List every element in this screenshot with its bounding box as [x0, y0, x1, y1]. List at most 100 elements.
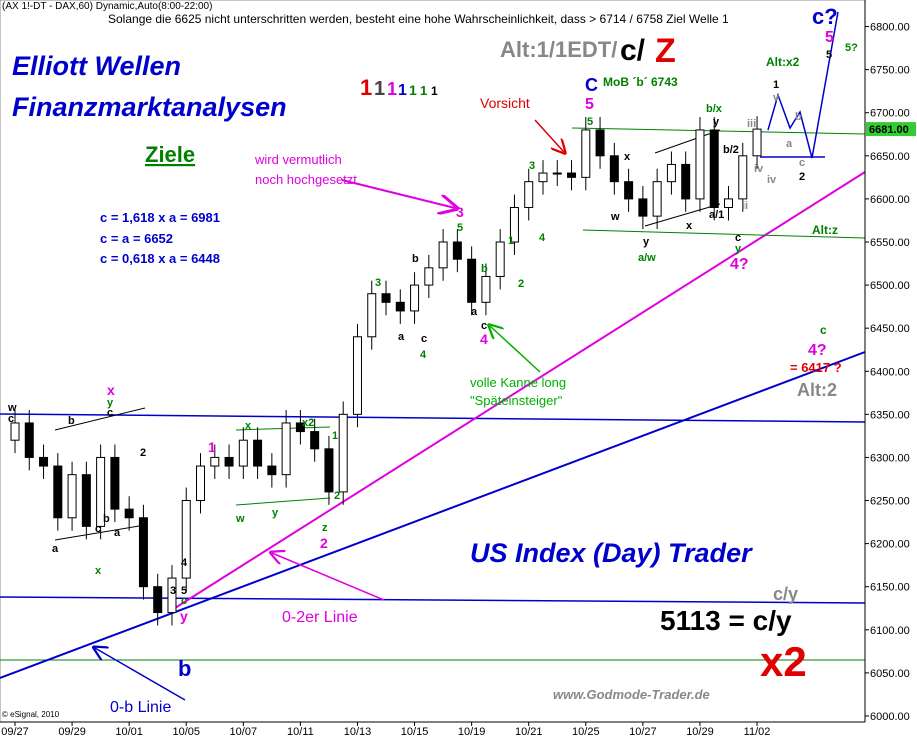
- annotation: 5: [457, 222, 463, 234]
- candle-body: [666, 163, 676, 183]
- x-tick-label: 09/27: [1, 726, 29, 738]
- annotation: 5113 = c/y: [660, 605, 792, 636]
- annotation: volle Kanne long: [470, 375, 566, 390]
- y-tick-label: 6150.00: [870, 582, 910, 594]
- candle-body: [581, 129, 591, 178]
- y-tick-label: 6500.00: [870, 280, 910, 292]
- annotation: b/2: [723, 144, 739, 156]
- candle-body: [352, 336, 362, 415]
- candle-body: [724, 198, 733, 209]
- candle-body: [10, 422, 20, 441]
- candle-body: [538, 172, 548, 183]
- candle-body: [253, 439, 263, 467]
- annotation: 2: [320, 535, 328, 551]
- annotation: 3: [170, 585, 176, 597]
- annotation: © eSignal, 2010: [2, 710, 60, 719]
- annotation: y: [180, 608, 188, 624]
- annotation: a/w: [638, 252, 656, 264]
- last-price-box: [866, 122, 916, 137]
- candle-body: [310, 431, 320, 450]
- annotation: w: [235, 513, 245, 525]
- annotation: 3: [529, 160, 535, 172]
- candle-body: [524, 181, 534, 209]
- annotation: 4: [181, 557, 188, 569]
- annotation: y: [713, 116, 720, 128]
- support-line: [0, 596, 866, 604]
- annotation: Ziele: [145, 142, 195, 167]
- candle-body: [281, 422, 291, 476]
- candle-body: [53, 465, 63, 519]
- y-tick-label: 6250.00: [870, 496, 910, 508]
- annotation: Elliott Wellen: [12, 51, 181, 81]
- y-tick-label: 6400.00: [870, 366, 910, 378]
- y-tick-label: 6750.00: [870, 65, 910, 77]
- annotation: 0-2er Linie: [282, 609, 358, 626]
- annotation: b: [795, 111, 802, 123]
- annotation: = 6417 ?: [790, 360, 842, 375]
- y-tick-label: 6600.00: [870, 194, 910, 206]
- annotation: Alt:2: [797, 380, 837, 400]
- annotation: b: [412, 253, 419, 265]
- support-line: [0, 413, 866, 423]
- y-tick-label: 6450.00: [870, 323, 910, 335]
- annotation: Solange die 6625 nicht unterschritten we…: [108, 12, 729, 26]
- annotation: 1: [508, 235, 514, 247]
- annotation: a: [52, 543, 59, 555]
- annotation: 1: [374, 78, 385, 100]
- annotation: 1: [387, 79, 397, 99]
- annotation: c = 0,618 x a = 6448: [100, 251, 220, 266]
- annotation: 2: [518, 278, 524, 290]
- annotation: noch hochgesetzt: [255, 172, 357, 187]
- annotation: w: [610, 211, 620, 223]
- arrow: [272, 553, 385, 601]
- candle-body: [509, 207, 519, 243]
- annotation: 5: [825, 29, 834, 46]
- annotation: c: [107, 407, 113, 419]
- x-tick-label: 09/29: [58, 726, 86, 738]
- candle-body: [110, 456, 120, 510]
- candle-body: [67, 474, 77, 519]
- candle-body: [495, 241, 505, 277]
- annotation: Alt:x2: [766, 55, 800, 69]
- annotation: 5: [826, 49, 832, 61]
- annotation: c?: [812, 4, 838, 29]
- annotation: 1: [420, 83, 427, 98]
- annotation: b: [178, 656, 191, 681]
- annotation: x2: [302, 417, 314, 429]
- y-tick-label: 6000.00: [870, 711, 910, 723]
- annotation: Alt:z: [812, 223, 838, 237]
- channel-line: [54, 524, 146, 541]
- annotation: 1: [208, 439, 216, 455]
- annotation: x: [95, 565, 102, 577]
- annotation: C: [585, 75, 598, 95]
- annotation: 3: [456, 204, 464, 220]
- candle-body: [267, 465, 277, 476]
- trend-line: [174, 171, 866, 609]
- candle-body: [210, 456, 220, 467]
- candle-body: [652, 181, 662, 217]
- candle-body: [681, 163, 691, 200]
- annotation: 0-b Linie: [110, 699, 171, 716]
- annotation: 1: [431, 84, 438, 98]
- annotation: 5?: [845, 42, 858, 54]
- candle-body: [738, 155, 748, 200]
- annotation: 1: [332, 430, 338, 442]
- candle-body: [96, 456, 106, 527]
- annotation: c: [8, 413, 14, 425]
- annotation: y: [272, 507, 279, 519]
- candle-body: [624, 181, 634, 200]
- annotation: c: [421, 333, 427, 345]
- candle-body: [395, 301, 405, 312]
- y-tick-label: 6200.00: [870, 539, 910, 551]
- x-tick-label: 10/25: [572, 726, 600, 738]
- annotation: 2: [799, 171, 805, 183]
- y-tick-label: 6700.00: [870, 108, 910, 120]
- x-tick-label: 10/01: [115, 726, 143, 738]
- annotation: c: [799, 157, 805, 169]
- annotation: 4: [539, 232, 546, 244]
- arrow: [534, 119, 564, 152]
- candle-body: [467, 258, 477, 303]
- y-tick-label: 6300.00: [870, 452, 910, 464]
- annotation: 3: [375, 277, 381, 289]
- annotation: iv: [754, 163, 764, 175]
